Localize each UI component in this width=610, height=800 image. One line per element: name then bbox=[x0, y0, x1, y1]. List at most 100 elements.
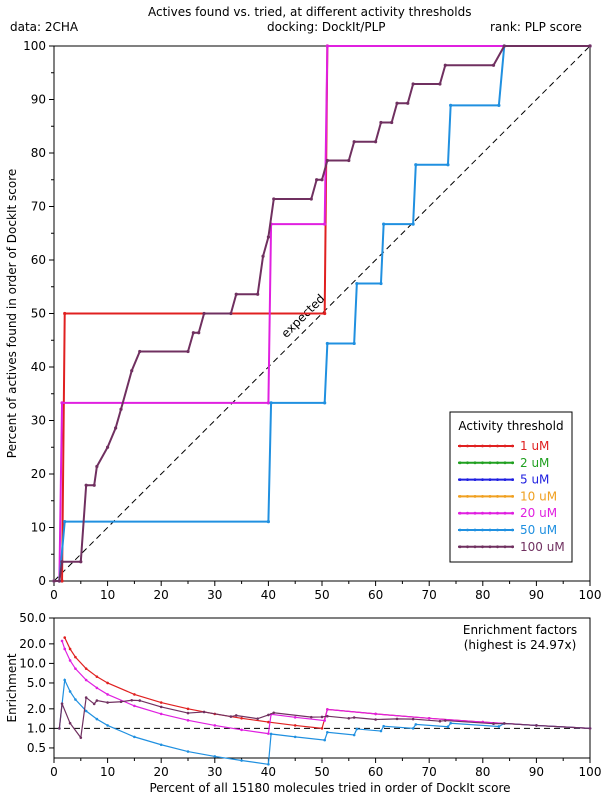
x-tick-label: 0 bbox=[50, 588, 58, 602]
legend-swatch-point bbox=[473, 444, 477, 448]
legend-swatch-point bbox=[511, 444, 514, 448]
legend-swatch-point bbox=[496, 495, 499, 498]
legend-swatch-point bbox=[473, 495, 477, 498]
legend-swatch-point bbox=[458, 495, 462, 498]
enrichment-point bbox=[267, 762, 270, 766]
series-point bbox=[269, 401, 273, 405]
x-tick-label: 50 bbox=[314, 765, 329, 779]
legend-swatch-point bbox=[481, 545, 484, 549]
enrichment-point bbox=[159, 743, 163, 747]
enrichment-point bbox=[60, 639, 64, 643]
enrichment-point bbox=[240, 759, 243, 762]
enrichment-point bbox=[374, 718, 377, 721]
series-point bbox=[325, 158, 329, 163]
enrichment-point bbox=[186, 750, 190, 753]
enrichment-point bbox=[58, 727, 61, 730]
series-point bbox=[323, 311, 327, 316]
enrichment-point bbox=[213, 755, 217, 758]
legend-swatch-point bbox=[473, 478, 477, 481]
enrichment-point bbox=[267, 713, 270, 717]
series-point bbox=[63, 520, 67, 524]
series-line-20-uM bbox=[54, 45, 590, 582]
series-point bbox=[443, 63, 447, 67]
enrichment-point bbox=[95, 686, 99, 690]
x-tick-label: 100 bbox=[579, 765, 602, 779]
y-tick-label: 10 bbox=[31, 521, 46, 535]
enrichment-point bbox=[240, 716, 243, 720]
enrichment-point bbox=[60, 702, 64, 705]
legend-swatch-point bbox=[488, 461, 492, 465]
series-point bbox=[234, 292, 238, 296]
legend-swatch-point bbox=[458, 461, 462, 465]
enrichment-line-20-uM bbox=[61, 640, 591, 735]
enrichment-point bbox=[138, 699, 142, 702]
enrichment-point bbox=[133, 735, 136, 739]
legend-swatch-point bbox=[496, 511, 499, 515]
enrichment-point bbox=[106, 701, 109, 704]
series-point bbox=[272, 197, 276, 201]
series-point bbox=[57, 579, 61, 583]
series-point bbox=[138, 349, 142, 354]
series-point bbox=[414, 163, 418, 167]
enrichment-point bbox=[74, 698, 77, 701]
series-point bbox=[320, 178, 324, 182]
legend-swatch-point bbox=[473, 528, 477, 532]
series-point bbox=[379, 120, 383, 125]
series-point bbox=[395, 101, 399, 105]
enrichment-chart: 0 10 20 30 40 50 60 70 80 90 100 0.5 1.0 2.0 5.0 10.0 20… bbox=[5, 611, 601, 795]
y-axis-label: Enrichment bbox=[5, 653, 19, 722]
enrichment-point bbox=[106, 681, 109, 685]
y-tick-label: 0.5 bbox=[27, 741, 46, 755]
series-point bbox=[191, 331, 195, 335]
enrichment-point bbox=[159, 712, 163, 716]
series-point bbox=[352, 140, 356, 144]
legend-swatch-point bbox=[466, 444, 469, 448]
enrichment-point bbox=[92, 702, 96, 706]
series-point bbox=[325, 341, 329, 346]
x-tick-label: 50 bbox=[314, 588, 329, 602]
series-point bbox=[411, 222, 415, 226]
enrichment-point bbox=[119, 700, 123, 704]
series-point bbox=[114, 426, 118, 430]
y-tick-label: 20.0 bbox=[19, 637, 46, 651]
legend-label: 5 uM bbox=[520, 473, 549, 487]
series-point bbox=[202, 311, 206, 316]
enrichment-point bbox=[272, 711, 276, 715]
legend-swatch-point bbox=[496, 444, 499, 448]
series-point bbox=[52, 579, 56, 583]
series-point bbox=[323, 222, 327, 226]
series-point bbox=[84, 483, 88, 487]
legend-swatch-point bbox=[503, 495, 507, 498]
x-tick-label: 100 bbox=[579, 588, 602, 602]
series-point bbox=[502, 44, 506, 48]
enrichment-point bbox=[95, 717, 99, 721]
series-point bbox=[261, 254, 265, 258]
series-point bbox=[449, 103, 453, 107]
x-tick-label: 40 bbox=[261, 765, 276, 779]
legend-swatch-point bbox=[488, 545, 492, 549]
legend-swatch-point bbox=[481, 528, 484, 532]
y-tick-label: 5.0 bbox=[27, 676, 46, 690]
x-tick-label: 0 bbox=[50, 765, 58, 779]
enrichment-point bbox=[502, 722, 506, 725]
legend-swatch-point bbox=[466, 478, 469, 481]
y-tick-label: 1.0 bbox=[27, 721, 46, 735]
legend-swatch-point bbox=[458, 444, 462, 448]
series-point bbox=[347, 158, 351, 163]
x-tick-label: 40 bbox=[261, 588, 276, 602]
legend-swatch-point bbox=[458, 545, 462, 549]
legend-swatch-point bbox=[473, 545, 477, 549]
enrichment-point bbox=[133, 693, 136, 696]
series-point bbox=[497, 103, 501, 107]
series-point bbox=[374, 140, 378, 144]
y-tick-label: 90 bbox=[31, 93, 46, 107]
legend-swatch-point bbox=[481, 511, 484, 515]
enrichment-point bbox=[84, 709, 88, 713]
legend-swatch-point bbox=[511, 528, 514, 532]
enrichment-point bbox=[256, 717, 259, 720]
legend-title: Activity threshold bbox=[458, 419, 563, 433]
series-point bbox=[315, 178, 319, 182]
enrichment-point bbox=[79, 736, 83, 739]
legend-label: 10 uM bbox=[520, 489, 557, 503]
enrichment-point bbox=[95, 699, 99, 702]
